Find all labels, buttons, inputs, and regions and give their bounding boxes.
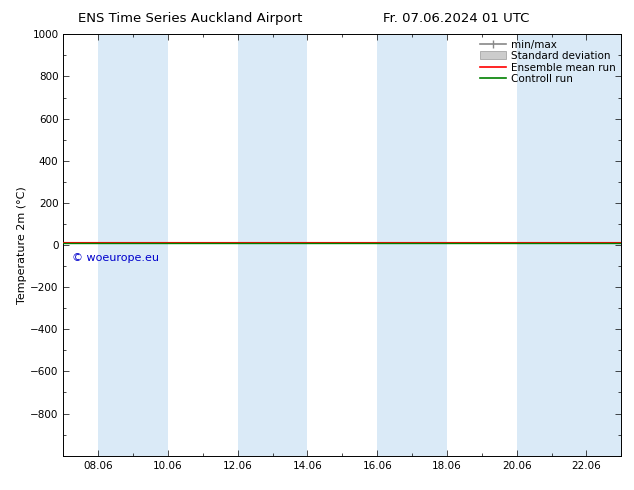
Bar [377, 34, 447, 456]
Bar [586, 34, 621, 456]
Bar [98, 34, 168, 456]
Y-axis label: Temperature 2m (°C): Temperature 2m (°C) [17, 186, 27, 304]
Legend: min/max, Standard deviation, Ensemble mean run, Controll run: min/max, Standard deviation, Ensemble me… [478, 37, 618, 86]
Text: ENS Time Series Auckland Airport: ENS Time Series Auckland Airport [78, 12, 302, 25]
Text: © woeurope.eu: © woeurope.eu [72, 253, 158, 264]
Bar [517, 34, 586, 456]
Text: Fr. 07.06.2024 01 UTC: Fr. 07.06.2024 01 UTC [384, 12, 529, 25]
Bar [238, 34, 307, 456]
